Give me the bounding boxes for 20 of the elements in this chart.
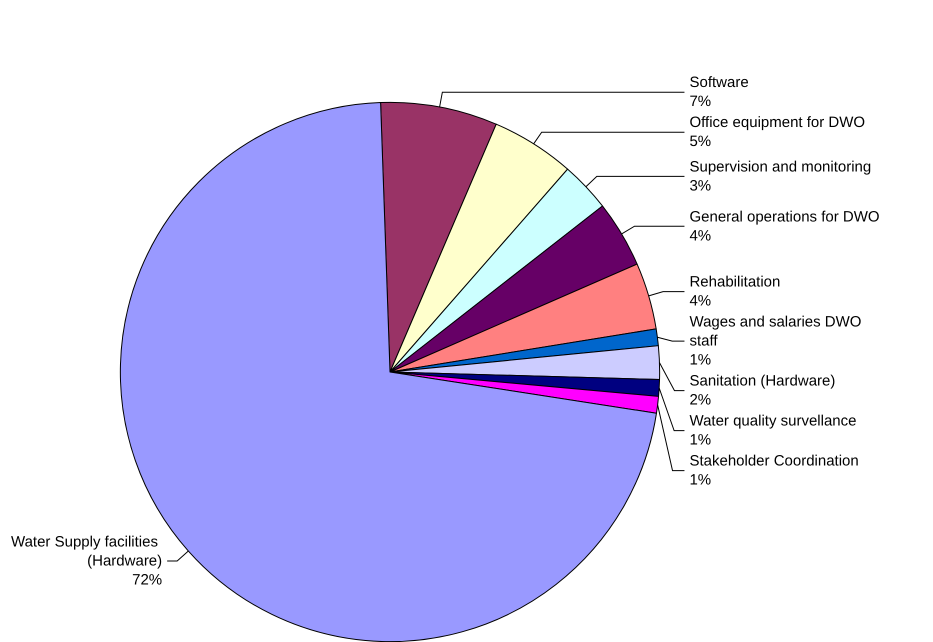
data-label: 1% [689,352,712,369]
data-label: 72% [132,571,162,588]
data-label: 4% [689,227,712,244]
data-label: 2% [689,392,712,409]
slice-label: Stakeholder Coordination [689,452,859,470]
slice-label: General operations for DWO [689,208,880,226]
data-label: 1% [689,432,712,449]
data-label: 3% [689,177,712,194]
data-label: 7% [689,93,712,110]
slice-label: Water Supply facilities (Hardware) [10,533,162,570]
slice-label: Rehabilitation [689,274,780,291]
slice-label: Supervision and monitoring [689,158,872,176]
data-label: 4% [689,292,712,310]
data-label: 5% [689,133,712,150]
slice-label: Sanitation (Hardware) [689,372,836,390]
slice-label: Office equipment for DWO [689,114,866,132]
slice-label: Wages and salaries DWO staff [689,314,866,350]
slice-label: Water quality survellance [689,412,856,430]
data-label: 1% [689,472,712,489]
slice-label: Software [689,74,749,92]
